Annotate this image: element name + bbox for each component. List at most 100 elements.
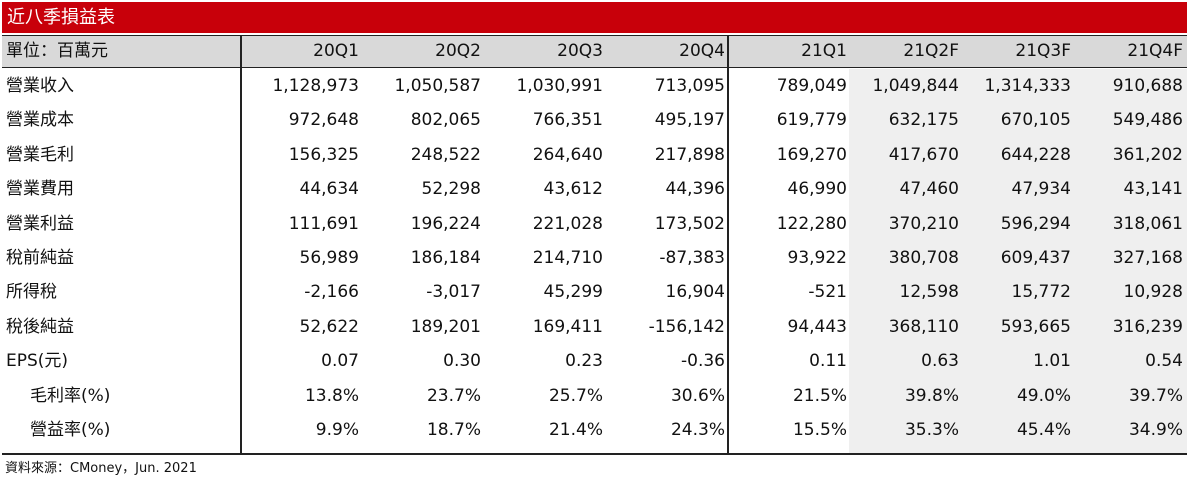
table-cell: 316,239 xyxy=(1112,316,1183,337)
table-cell: 173,502 xyxy=(654,213,725,234)
table-cell: 46,990 xyxy=(787,179,847,200)
table-cell: 0.54 xyxy=(1145,351,1183,372)
table-cell: 1,128,973 xyxy=(272,76,359,96)
table-cell: 248,522 xyxy=(410,144,481,165)
table-cell: 52,622 xyxy=(299,316,359,337)
row-label: EPS(元) xyxy=(6,351,69,372)
table-cell: 25.7% xyxy=(548,385,603,406)
table-cell: 370,210 xyxy=(888,213,959,234)
column-header: 20Q2 xyxy=(435,41,481,61)
table-cell: 802,065 xyxy=(410,110,481,131)
table-cell: 47,460 xyxy=(899,179,959,200)
table-cell: 39.7% xyxy=(1128,385,1183,406)
table-cell: 43,141 xyxy=(1123,179,1183,200)
table-cell: 789,049 xyxy=(776,76,847,96)
table-cell: 0.23 xyxy=(565,351,603,372)
table-cell: 13.8% xyxy=(304,385,359,406)
table-cell: 186,184 xyxy=(410,248,481,268)
table-cell: 214,710 xyxy=(532,248,603,268)
table-cell: 910,688 xyxy=(1112,76,1183,96)
table-cell: 632,175 xyxy=(888,110,959,131)
table-cell: 766,351 xyxy=(532,110,603,131)
table-cell: 972,648 xyxy=(288,110,359,131)
table-cell: 30.6% xyxy=(670,385,725,406)
row-label: 營益率(%) xyxy=(30,420,111,440)
table-cell: 619,779 xyxy=(776,110,847,131)
table-cell: 609,437 xyxy=(1000,248,1071,268)
table-title: 近八季損益表 xyxy=(2,2,1187,33)
table-cell: 15,772 xyxy=(1011,282,1071,303)
row-label: 營業收入 xyxy=(6,76,74,96)
row-label: 營業成本 xyxy=(6,110,74,131)
table-cell: 221,028 xyxy=(532,213,603,234)
table-cell: 49.0% xyxy=(1016,385,1071,406)
table-cell: 18.7% xyxy=(426,420,481,440)
table-cell: 380,708 xyxy=(888,248,959,268)
table-cell: 596,294 xyxy=(1000,213,1071,234)
table-cell: 94,443 xyxy=(787,316,847,337)
table-cell: 15.5% xyxy=(792,420,847,440)
column-header: 21Q1 xyxy=(801,41,847,61)
table-cell: 0.07 xyxy=(321,351,359,372)
table-cell: 417,670 xyxy=(888,144,959,165)
table-cell: 1,049,844 xyxy=(872,76,959,96)
table-cell: 156,325 xyxy=(288,144,359,165)
table-cell: 361,202 xyxy=(1112,144,1183,165)
table-cell: 21.4% xyxy=(548,420,603,440)
table-cell: 45,299 xyxy=(543,282,603,303)
table-cell: -0.36 xyxy=(681,351,725,372)
table-cell: 52,298 xyxy=(421,179,481,200)
row-label: 營業費用 xyxy=(6,179,74,200)
column-header: 21Q2F xyxy=(903,41,959,61)
table-cell: 93,922 xyxy=(787,248,847,268)
label-divider xyxy=(240,35,242,455)
table-cell: 39.8% xyxy=(904,385,959,406)
table-cell: 368,110 xyxy=(888,316,959,337)
table-cell: -2,166 xyxy=(304,282,359,303)
table-cell: 0.11 xyxy=(809,351,847,372)
table-cell: 169,270 xyxy=(776,144,847,165)
table-cell: 111,691 xyxy=(288,213,359,234)
row-label: 所得稅 xyxy=(6,282,57,303)
table-cell: 35.3% xyxy=(904,420,959,440)
table-cell: 318,061 xyxy=(1112,213,1183,234)
table-cell: 21.5% xyxy=(792,385,847,406)
source-note: 資料來源：CMoney，Jun. 2021 xyxy=(5,461,197,476)
table-cell: 189,201 xyxy=(410,316,481,337)
table-cell: 44,634 xyxy=(299,179,359,200)
row-label: 稅後純益 xyxy=(6,316,74,337)
table-cell: 0.30 xyxy=(443,351,481,372)
table-cell: -87,383 xyxy=(659,248,725,268)
table-cell: 169,411 xyxy=(532,316,603,337)
table-cell: 10,928 xyxy=(1123,282,1183,303)
table-cell: 16,904 xyxy=(665,282,725,303)
table-cell: 0.63 xyxy=(921,351,959,372)
table-cell: 264,640 xyxy=(532,144,603,165)
table-cell: -521 xyxy=(808,282,847,303)
table-cell: 1,050,587 xyxy=(394,76,481,96)
year-divider xyxy=(727,35,729,455)
table-cell: 1,030,991 xyxy=(516,76,603,96)
table-cell: 217,898 xyxy=(654,144,725,165)
table-cell: 495,197 xyxy=(654,110,725,131)
column-header: 20Q3 xyxy=(557,41,603,61)
table-cell: 44,396 xyxy=(665,179,725,200)
forecast-shade xyxy=(849,69,1187,453)
header-row xyxy=(2,35,1187,68)
table-cell: 9.9% xyxy=(315,420,359,440)
table-cell: 47,934 xyxy=(1011,179,1071,200)
table-cell: 644,228 xyxy=(1000,144,1071,165)
table-cell: 593,665 xyxy=(1000,316,1071,337)
table-cell: 196,224 xyxy=(410,213,481,234)
table-cell: 1.01 xyxy=(1033,351,1071,372)
table-cell: 34.9% xyxy=(1128,420,1183,440)
bottom-border xyxy=(2,453,1187,455)
column-header: 21Q3F xyxy=(1015,41,1071,61)
table-cell: 327,168 xyxy=(1112,248,1183,268)
table-cell: 670,105 xyxy=(1000,110,1071,131)
table-cell: 12,598 xyxy=(899,282,959,303)
row-label: 營業利益 xyxy=(6,213,74,234)
row-label: 營業毛利 xyxy=(6,144,74,165)
table-cell: 43,612 xyxy=(543,179,603,200)
table-cell: -3,017 xyxy=(426,282,481,303)
